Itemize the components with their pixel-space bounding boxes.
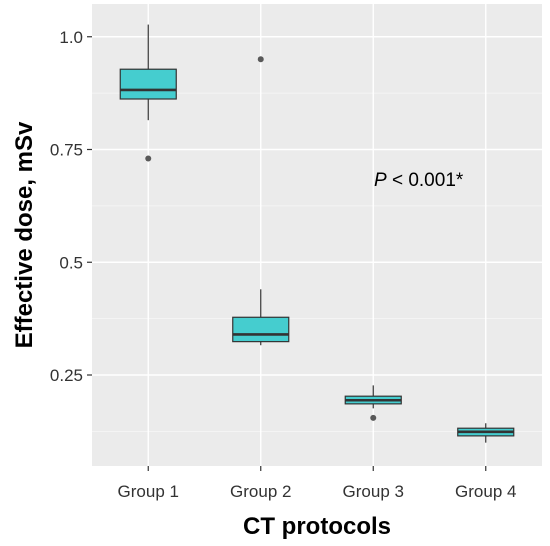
y-tick-label: 0.25 — [50, 366, 83, 385]
box-group-4 — [457, 423, 515, 443]
x-tick-label: Group 2 — [230, 482, 291, 501]
y-tick-label: 0.5 — [59, 253, 83, 272]
y-axis-title: Effective dose, mSv — [11, 121, 38, 348]
box-group-3 — [344, 385, 402, 421]
box-group-1 — [119, 24, 177, 162]
box-group-2 — [232, 56, 290, 346]
y-tick-label: 1.0 — [59, 28, 83, 47]
x-tick-label: Group 4 — [455, 482, 516, 501]
y-axis: 0.25 0.5 0.75 1.0 — [50, 28, 92, 385]
x-axis: Group 1 Group 2 Group 3 Group 4 — [118, 466, 516, 501]
p-value-symbol: P — [374, 170, 387, 191]
outlier-point — [257, 56, 264, 63]
p-value-annotation: P < 0.001* — [374, 170, 464, 191]
x-tick-label: Group 3 — [343, 482, 404, 501]
boxes — [119, 24, 515, 443]
box-body — [232, 316, 290, 343]
y-tick-label: 0.75 — [50, 141, 83, 160]
p-value-text: < 0.001* — [387, 170, 464, 191]
box-body — [119, 68, 177, 100]
outlier-point — [370, 414, 377, 421]
x-axis-title: CT protocols — [243, 513, 391, 540]
x-tick-label: Group 1 — [118, 482, 179, 501]
outlier-point — [145, 155, 152, 162]
